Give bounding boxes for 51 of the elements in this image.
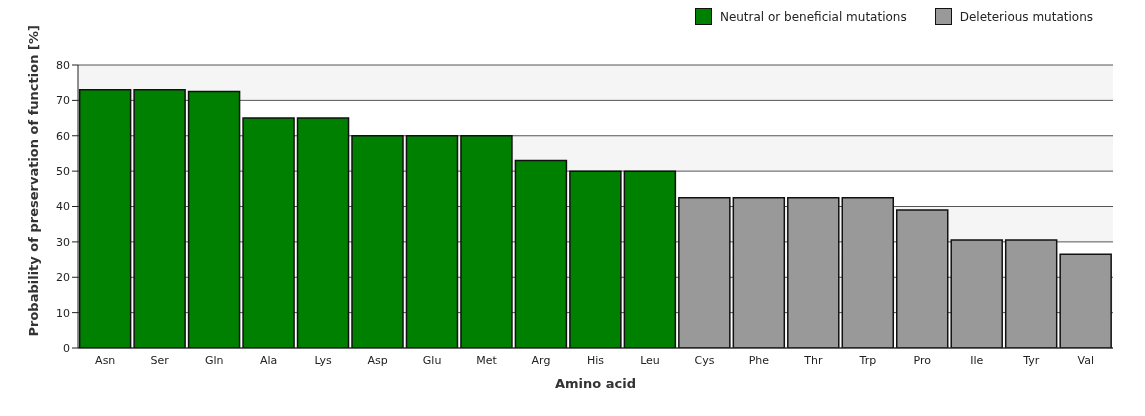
bar <box>1004 239 1058 348</box>
x-tick-label: Cys <box>694 353 715 367</box>
bar <box>569 170 622 348</box>
x-tick-label: Phe <box>748 353 770 367</box>
bar <box>187 90 241 348</box>
y-tick-label: 50 <box>56 165 70 179</box>
x-axis-title: Amino acid <box>554 376 637 391</box>
x-tick-label: Gln <box>204 353 224 367</box>
x-tick-label: Asp <box>367 353 388 367</box>
x-tick-label: Asn <box>95 353 116 367</box>
bar <box>623 170 677 348</box>
x-tick-label: His <box>586 353 605 367</box>
x-tick-label: Glu <box>422 353 442 367</box>
bar <box>242 117 295 348</box>
bar <box>133 89 186 348</box>
bar <box>351 135 404 348</box>
x-tick-label: Ile <box>970 353 984 367</box>
x-tick-label: Thr <box>803 353 823 367</box>
bar <box>460 135 513 348</box>
y-tick-label: 0 <box>63 341 70 355</box>
x-tick-label: Trp <box>858 353 877 367</box>
bar <box>296 117 350 348</box>
y-tick-label: 70 <box>56 94 70 108</box>
y-tick-label: 10 <box>56 306 70 320</box>
x-tick-label: Ser <box>150 353 170 367</box>
bar <box>514 159 568 348</box>
y-tick-label: 30 <box>56 235 70 249</box>
x-tick-label: Ala <box>259 353 278 367</box>
x-tick-label: Leu <box>640 353 660 367</box>
bar <box>787 196 840 348</box>
x-tick-label: Tyr <box>1022 353 1040 367</box>
x-tick-label: Val <box>1077 353 1094 367</box>
x-tick-label: Pro <box>913 353 932 367</box>
y-axis-title: Probability of preservation of function [%] <box>25 25 41 337</box>
bar <box>405 135 459 348</box>
x-tick-label: Met <box>476 353 498 367</box>
y-tick-label: 80 <box>56 58 70 72</box>
bar <box>1059 253 1112 348</box>
bar <box>841 196 895 348</box>
x-tick-label: Arg <box>531 353 551 367</box>
bar <box>950 239 1003 348</box>
y-tick-label: 60 <box>56 129 70 143</box>
bar <box>732 196 786 348</box>
y-tick-label: 40 <box>56 200 70 214</box>
bar <box>78 89 132 348</box>
bar <box>678 196 731 348</box>
legend-label: Neutral or beneficial mutations <box>719 9 907 24</box>
y-tick-label: 20 <box>56 271 70 285</box>
legend-label: Deleterious mutations <box>959 9 1093 24</box>
x-tick-label: Lys <box>314 353 333 367</box>
bar <box>895 209 949 348</box>
